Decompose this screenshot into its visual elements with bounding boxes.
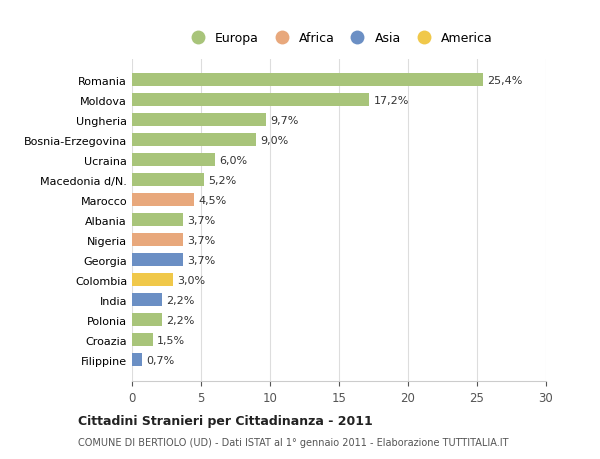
Text: 3,0%: 3,0% xyxy=(178,275,206,285)
Text: 25,4%: 25,4% xyxy=(487,76,522,86)
Bar xyxy=(132,313,163,326)
Bar xyxy=(132,154,215,167)
Text: 1,5%: 1,5% xyxy=(157,335,185,345)
Text: 3,7%: 3,7% xyxy=(187,235,215,245)
Text: 17,2%: 17,2% xyxy=(373,96,409,106)
Text: 3,7%: 3,7% xyxy=(187,215,215,225)
Legend: Europa, Africa, Asia, America: Europa, Africa, Asia, America xyxy=(180,28,498,50)
Bar xyxy=(132,294,163,307)
Bar xyxy=(132,254,183,267)
Text: Cittadini Stranieri per Cittadinanza - 2011: Cittadini Stranieri per Cittadinanza - 2… xyxy=(78,414,373,428)
Text: COMUNE DI BERTIOLO (UD) - Dati ISTAT al 1° gennaio 2011 - Elaborazione TUTTITALI: COMUNE DI BERTIOLO (UD) - Dati ISTAT al … xyxy=(78,437,509,447)
Text: 6,0%: 6,0% xyxy=(219,156,247,166)
Bar xyxy=(132,134,256,147)
Bar xyxy=(132,74,482,87)
Bar xyxy=(132,214,183,227)
Text: 2,2%: 2,2% xyxy=(167,315,195,325)
Text: 0,7%: 0,7% xyxy=(146,355,174,365)
Bar xyxy=(132,174,204,187)
Bar xyxy=(132,353,142,366)
Bar xyxy=(132,334,152,347)
Text: 2,2%: 2,2% xyxy=(167,295,195,305)
Bar xyxy=(132,274,173,286)
Bar xyxy=(132,114,266,127)
Bar xyxy=(132,234,183,247)
Text: 3,7%: 3,7% xyxy=(187,255,215,265)
Text: 5,2%: 5,2% xyxy=(208,175,236,185)
Bar xyxy=(132,194,194,207)
Text: 9,7%: 9,7% xyxy=(270,116,298,126)
Text: 9,0%: 9,0% xyxy=(260,135,289,146)
Text: 4,5%: 4,5% xyxy=(198,196,226,205)
Bar xyxy=(132,94,370,107)
